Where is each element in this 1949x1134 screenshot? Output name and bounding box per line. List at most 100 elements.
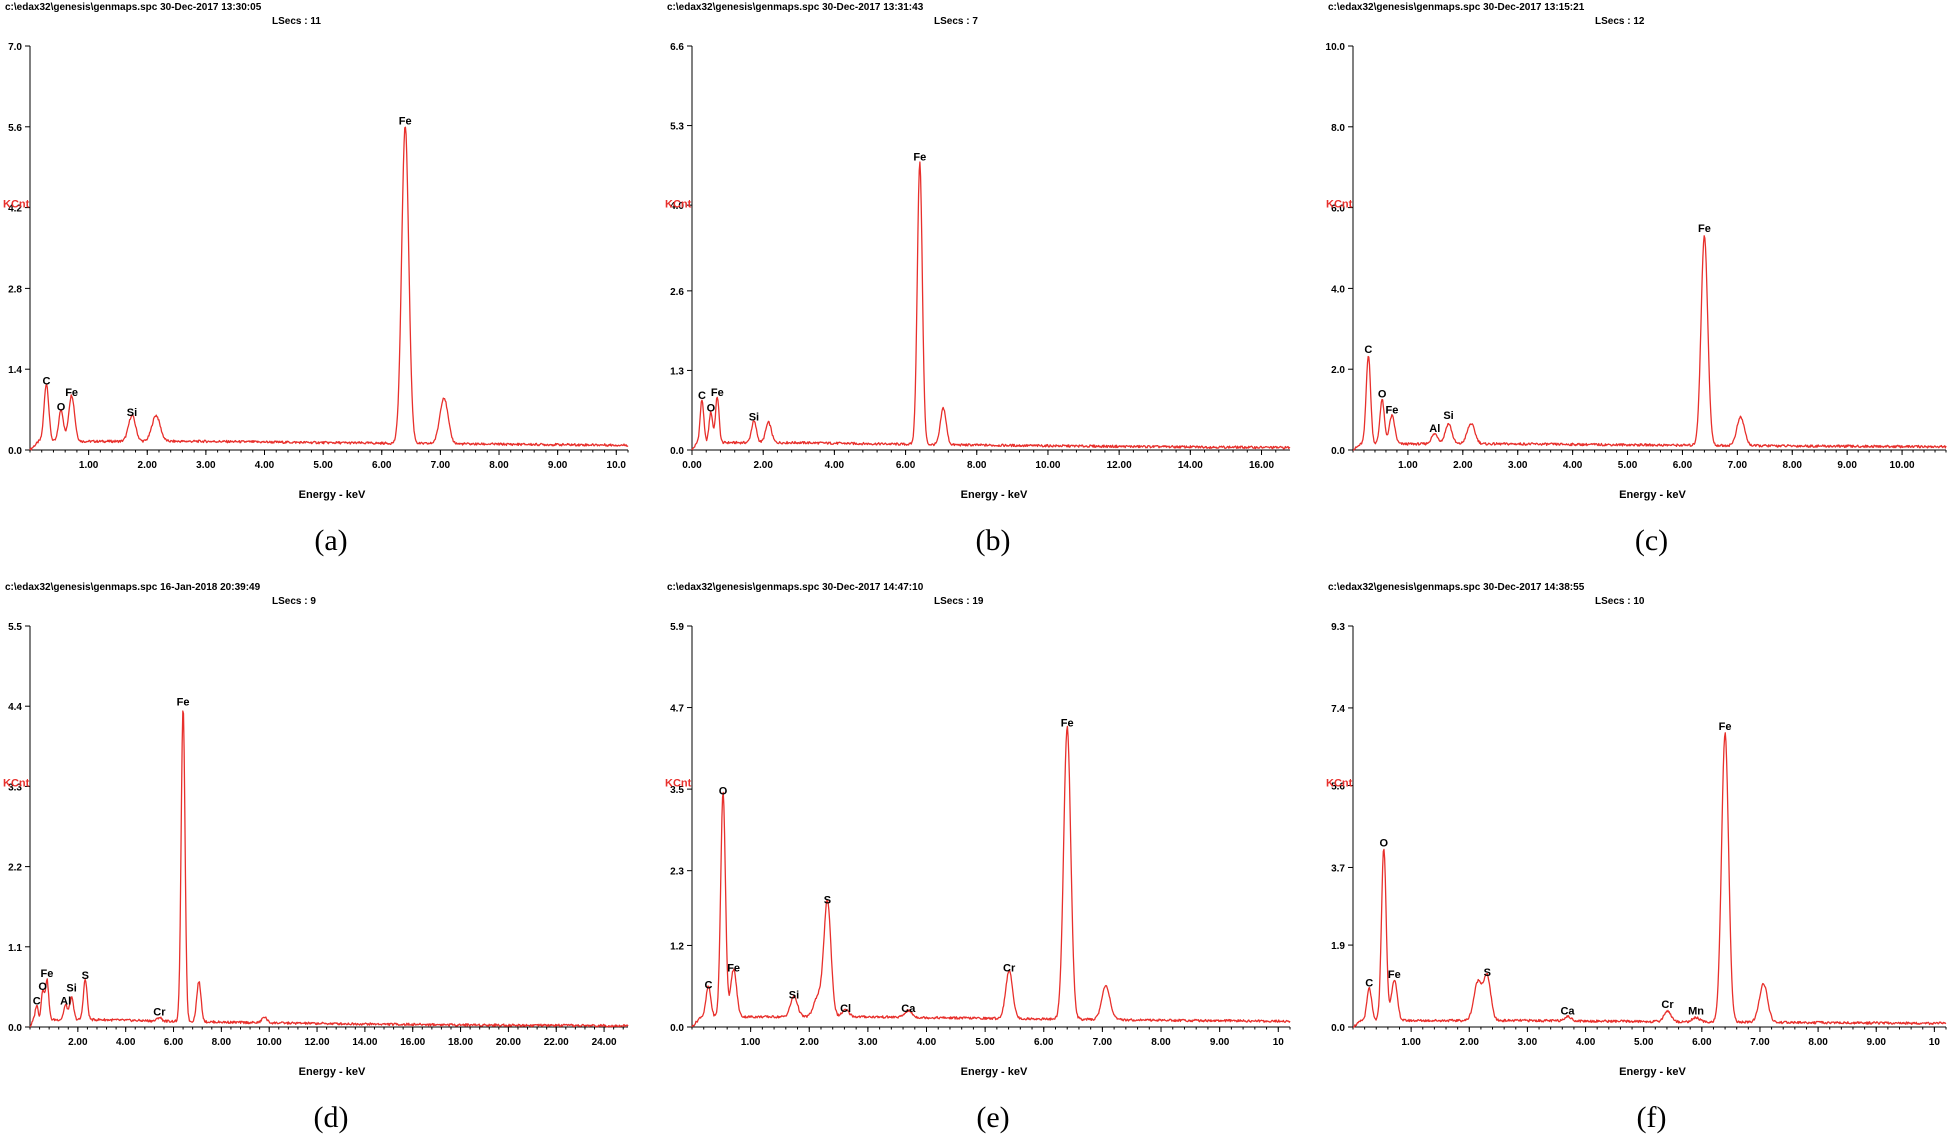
peak-label: Fe — [1719, 721, 1732, 733]
peak-label: C — [1364, 344, 1372, 356]
peak-label: Fe — [65, 387, 78, 399]
peak-label: Cl — [840, 1003, 851, 1015]
x-axis-label: Energy - keV — [961, 489, 1028, 501]
y-tick-label: 0.0 — [8, 446, 22, 457]
peak-label: C — [42, 375, 50, 387]
y-tick-label: 0.0 — [1331, 446, 1345, 457]
peak-label: Fe — [177, 696, 190, 708]
x-tick-label: 5.00 — [1634, 1037, 1654, 1048]
panel-caption: (b) — [976, 524, 1011, 557]
y-tick-label: 4.2 — [8, 204, 22, 215]
y-tick-label: 2.8 — [8, 284, 22, 295]
x-tick-label: 10 — [1273, 1037, 1285, 1048]
x-tick-label: 5.00 — [1618, 460, 1638, 471]
y-tick-label: 2.6 — [670, 287, 684, 298]
lsecs-label: LSecs : 11 — [272, 16, 321, 27]
x-tick-label: 2.00 — [68, 1037, 88, 1048]
peak-label: Fe — [1386, 405, 1399, 417]
x-tick-label: 16.00 — [1249, 460, 1274, 471]
peak-label: O — [707, 402, 716, 414]
x-tick-label: 8.00 — [967, 460, 987, 471]
y-tick-label: 3.7 — [1331, 863, 1345, 874]
panel-caption: (e) — [976, 1101, 1009, 1134]
x-tick-label: 9.00 — [548, 460, 568, 471]
lsecs-label: LSecs : 9 — [272, 596, 316, 607]
x-tick-label: 7.00 — [1093, 1037, 1113, 1048]
spectrum-panel-b: c:\edax32\genesis\genmaps.spc 30-Dec-201… — [665, 2, 1291, 557]
x-tick-label: 22.00 — [544, 1037, 569, 1048]
lsecs-label: LSecs : 12 — [1595, 16, 1645, 27]
x-tick-label: 10.00 — [1890, 460, 1915, 471]
x-tick-label: 7.00 — [1750, 1037, 1770, 1048]
peak-label: Si — [789, 990, 799, 1002]
spectrum-line — [29, 710, 629, 1028]
x-tick-label: 6.00 — [1692, 1037, 1712, 1048]
spectrum-line — [691, 161, 1291, 451]
peak-label: Si — [66, 982, 76, 994]
file-header: c:\edax32\genesis\genmaps.spc 16-Jan-201… — [5, 582, 261, 593]
x-axis-label: Energy - keV — [299, 489, 366, 501]
x-tick-label: 9.00 — [1837, 460, 1857, 471]
peak-label: Fe — [399, 116, 412, 128]
y-tick-label: 4.7 — [670, 704, 684, 715]
spectrum-line — [29, 126, 629, 451]
y-axis-label: KCnt — [3, 777, 30, 789]
y-tick-label: 0.0 — [1331, 1023, 1345, 1034]
panel-caption: (f) — [1637, 1101, 1667, 1134]
x-tick-label: 1.00 — [1398, 460, 1418, 471]
x-tick-label: 6.00 — [372, 460, 392, 471]
peak-label: Si — [127, 407, 137, 419]
x-tick-label: 5.00 — [313, 460, 333, 471]
peak-label: Cr — [153, 1006, 166, 1018]
lsecs-label: LSecs : 7 — [934, 16, 978, 27]
x-tick-label: 8.00 — [489, 460, 509, 471]
y-axis-label: KCnt — [1326, 777, 1353, 789]
x-axis-label: Energy - keV — [1619, 1066, 1686, 1078]
y-tick-label: 5.6 — [8, 123, 22, 134]
lsecs-label: LSecs : 19 — [934, 596, 984, 607]
peak-label: Fe — [1698, 223, 1711, 235]
y-tick-label: 2.0 — [1331, 365, 1345, 376]
peak-label: Ca — [1560, 1006, 1575, 1018]
y-axis-label: KCnt — [1326, 199, 1353, 211]
peak-label: Fe — [1388, 969, 1401, 981]
peak-label: Al — [60, 995, 71, 1007]
peak-label: S — [82, 970, 89, 982]
x-tick-label: 2.00 — [1453, 460, 1473, 471]
y-tick-label: 8.0 — [1331, 123, 1345, 134]
peak-label: Fe — [913, 151, 926, 163]
y-tick-label: 7.0 — [8, 42, 22, 53]
x-tick-label: 2.00 — [1460, 1037, 1480, 1048]
y-tick-label: 1.9 — [1331, 941, 1345, 952]
x-tick-label: 16.00 — [400, 1037, 425, 1048]
y-tick-label: 4.0 — [670, 201, 684, 212]
y-tick-label: 1.4 — [8, 365, 22, 376]
x-tick-label: 1.00 — [741, 1037, 761, 1048]
y-tick-label: 5.6 — [1331, 782, 1345, 793]
peak-label: Si — [1443, 410, 1453, 422]
x-tick-label: 4.00 — [917, 1037, 937, 1048]
panel-caption: (a) — [314, 524, 347, 557]
y-axis-label: KCnt — [3, 199, 30, 211]
x-axis-label: Energy - keV — [1619, 489, 1686, 501]
file-header: c:\edax32\genesis\genmaps.spc 30-Dec-201… — [1328, 2, 1585, 13]
y-tick-label: 9.3 — [1331, 622, 1345, 633]
x-tick-label: 8.00 — [212, 1037, 232, 1048]
file-header: c:\edax32\genesis\genmaps.spc 30-Dec-201… — [1328, 582, 1585, 593]
x-tick-label: 2.00 — [753, 460, 773, 471]
spectrum-panel-c: c:\edax32\genesis\genmaps.spc 30-Dec-201… — [1326, 2, 1947, 557]
x-tick-label: 0.00 — [682, 460, 702, 471]
x-tick-label: 20.00 — [496, 1037, 521, 1048]
file-header: c:\edax32\genesis\genmaps.spc 30-Dec-201… — [667, 2, 924, 13]
peak-label: Fe — [41, 968, 54, 980]
peak-label: C — [33, 995, 41, 1007]
x-tick-label: 4.00 — [825, 460, 845, 471]
x-tick-label: 12.00 — [1107, 460, 1132, 471]
y-tick-label: 4.0 — [1331, 284, 1345, 295]
x-tick-label: 10.00 — [1035, 460, 1060, 471]
x-tick-label: 8.00 — [1783, 460, 1803, 471]
x-tick-label: 7.00 — [1728, 460, 1748, 471]
x-tick-label: 14.00 — [1178, 460, 1203, 471]
y-tick-label: 0.0 — [8, 1023, 22, 1034]
y-tick-label: 3.3 — [8, 782, 22, 793]
